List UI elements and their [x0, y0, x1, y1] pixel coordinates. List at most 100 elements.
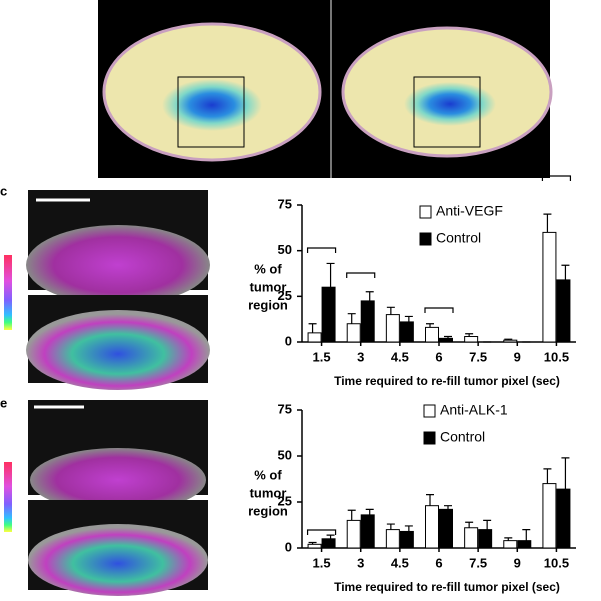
- bar: [425, 326, 439, 343]
- bar: [556, 279, 571, 343]
- bar: [503, 540, 518, 549]
- x-tick-label: 10.5: [544, 555, 569, 570]
- error-bar: [522, 529, 531, 541]
- bar: [385, 314, 400, 343]
- error-bar: [308, 323, 317, 333]
- top-images: [98, 0, 553, 178]
- bar: [385, 529, 400, 549]
- x-tick-label: 7.5: [469, 555, 487, 570]
- bar: [439, 508, 453, 549]
- error-bar: [386, 306, 395, 315]
- error-bar: [483, 519, 492, 530]
- x-tick-label: 9: [514, 555, 521, 570]
- error-bar: [347, 313, 356, 324]
- bar: [542, 231, 557, 343]
- y-axis-label: % of: [254, 261, 282, 276]
- bar: [556, 488, 571, 549]
- error-bar: [308, 541, 317, 545]
- y-axis-label: tumor: [250, 485, 287, 500]
- bar: [399, 530, 414, 549]
- x-tick-label: 6: [435, 349, 442, 364]
- x-tick-label: 7.5: [469, 349, 487, 364]
- panel-label: c: [0, 183, 7, 198]
- bar: [321, 538, 336, 549]
- x-axis-label: Time required to re-fill tumor pixel (se…: [334, 580, 560, 594]
- x-tick-label: 9: [514, 349, 521, 364]
- legend-swatch: [419, 232, 432, 246]
- significance-bracket: [424, 307, 454, 313]
- bar: [464, 527, 479, 549]
- error-bar: [326, 262, 335, 288]
- bar: [360, 300, 375, 343]
- x-axis-label: Time required to re-fill tumor pixel (se…: [334, 374, 560, 388]
- error-bar: [561, 457, 570, 490]
- bar: [360, 514, 375, 549]
- bar: [425, 505, 439, 549]
- significance-bracket: [306, 247, 337, 253]
- y-tick-label: 75: [278, 196, 292, 211]
- error-bar: [386, 523, 395, 530]
- legend-label: Anti-VEGF: [436, 203, 503, 219]
- error-bar: [347, 509, 356, 521]
- bar: [399, 321, 414, 343]
- error-bar: [404, 315, 413, 322]
- legend-swatch: [419, 205, 432, 219]
- error-bar: [543, 213, 552, 233]
- significance-bracket: [346, 272, 376, 278]
- x-tick-label: 4.5: [391, 555, 409, 570]
- error-bar: [543, 468, 552, 484]
- y-tick-label: 50: [278, 447, 292, 462]
- y-axis-label: region: [248, 297, 288, 312]
- y-tick-label: 75: [278, 401, 292, 416]
- error-bar: [404, 525, 413, 532]
- legend-swatch: [423, 404, 436, 418]
- error-bar: [444, 505, 452, 510]
- x-tick-label: 1.5: [313, 349, 331, 364]
- error-bar: [504, 338, 513, 341]
- error-bar: [465, 333, 474, 337]
- x-tick-label: 3: [357, 349, 364, 364]
- y-tick-label: 50: [278, 242, 292, 257]
- x-tick-label: 4.5: [391, 349, 409, 364]
- error-bar: [426, 323, 434, 328]
- error-bar: [326, 534, 335, 539]
- y-tick-label: 25: [278, 288, 292, 303]
- y-axis-label: % of: [254, 467, 282, 482]
- bar: [478, 529, 493, 549]
- x-tick-label: 1.5: [313, 555, 331, 570]
- error-bar: [365, 508, 374, 515]
- error-bar: [561, 264, 570, 280]
- bar: [321, 286, 336, 343]
- significance-bracket: [306, 529, 337, 535]
- y-tick-label: 0: [285, 333, 292, 348]
- bar: [503, 339, 518, 343]
- bar: [307, 543, 322, 549]
- y-axis-label: region: [248, 503, 288, 518]
- bar: [346, 323, 361, 343]
- left-images: [4, 190, 210, 596]
- y-tick-label: 25: [278, 493, 292, 508]
- panel-label: e: [0, 395, 7, 410]
- error-bar: [444, 335, 452, 339]
- x-tick-label: 6: [435, 555, 442, 570]
- bar: [542, 483, 557, 549]
- legend-label: Control: [440, 429, 485, 445]
- error-bar: [504, 537, 513, 541]
- legend-label: Control: [436, 230, 481, 246]
- error-bar: [365, 291, 374, 301]
- x-tick-label: 10.5: [544, 349, 569, 364]
- error-bar: [426, 494, 434, 506]
- legend-label: Anti-ALK-1: [440, 402, 508, 418]
- significance-bracket: [541, 175, 572, 181]
- bar: [307, 332, 322, 343]
- bar: [439, 337, 453, 343]
- y-axis-label: tumor: [250, 279, 287, 294]
- legend-swatch: [423, 431, 436, 445]
- bar: [517, 540, 532, 549]
- error-bar: [465, 521, 474, 528]
- bar: [346, 519, 361, 549]
- y-tick-label: 0: [285, 539, 292, 554]
- x-tick-label: 3: [357, 555, 364, 570]
- bar: [464, 336, 479, 343]
